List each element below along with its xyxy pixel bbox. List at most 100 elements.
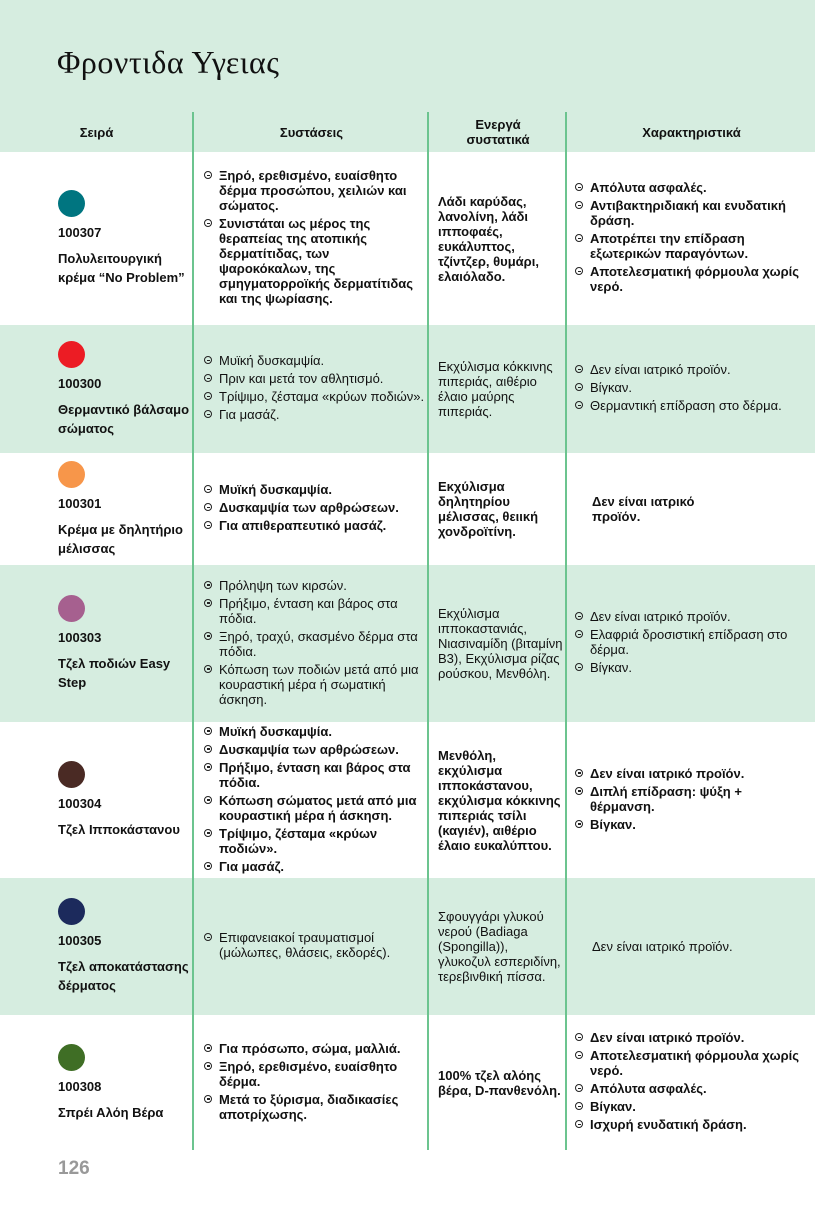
table-row: 100300 Θερμαντικό βάλσαμο σώματος Μυϊκή δ… — [0, 325, 815, 453]
product-cell: 100303 Τζελ ποδιών Easy Step — [58, 565, 193, 722]
column-header-ingredients: Ενεργά συστατικά — [466, 117, 530, 147]
ingredients-cell: Εκχύλισμα δηλητηρίου μέλισσας, θειική χο… — [438, 453, 563, 565]
color-swatch — [58, 595, 85, 622]
recommendation-item: Μετά το ξύρισμα, διαδικασίες αποτρίχωσης… — [203, 1092, 425, 1122]
features-cell: Δεν είναι ιατρικό προϊόν. Ελαφριά δροσιστ… — [574, 565, 809, 722]
feature-item: Διπλή επίδραση: ψύξη + θέρμανση. — [574, 784, 809, 814]
ingredients-cell: Σφουγγάρι γλυκού νερού (Badiaga (Spongil… — [438, 878, 563, 1015]
features-cell: Δεν είναι ιατρικό προϊόν. — [574, 453, 809, 565]
product-cell: 100307 Πολυλειτουργική κρέμα “No Problem… — [58, 152, 193, 325]
product-cell: 100300 Θερμαντικό βάλσαμο σώματος — [58, 325, 193, 453]
recommendation-item: Συνιστάται ως μέρος της θεραπείας της ατ… — [203, 216, 425, 306]
ingredients-text: Εκχύλισμα κόκκινης πιπεριάς, αιθέριο έλα… — [438, 359, 553, 419]
column-divider — [427, 112, 429, 1150]
product-name: Θερμαντικό βάλσαμο σώματος — [58, 401, 190, 436]
recommendation-item: Κόπωση των ποδιών μετά από μια κουραστικ… — [203, 662, 425, 707]
features-cell: Δεν είναι ιατρικό προϊόν. — [574, 878, 809, 1015]
recommendations-cell: Πρόληψη των κιρσών. Πρήξιμο, ένταση και β… — [203, 565, 425, 722]
recommendations-cell: Ξηρό, ερεθισμένο, ευαίσθητο δέρμα προσώπ… — [203, 152, 425, 325]
recommendations-cell: Μυϊκή δυσκαμψία. Δυσκαμψία των αρθρώσεων.… — [203, 453, 425, 565]
table-row: 100305 Τζελ αποκατάστασης δέρματος Επιφαν… — [0, 878, 815, 1015]
recommendations-cell: Μυϊκή δυσκαμψία. Πριν και μετά τον αθλητι… — [203, 325, 425, 453]
column-header-series: Σειρά — [79, 124, 114, 140]
feature-item: Δεν είναι ιατρικό προϊόν. — [574, 362, 809, 377]
product-name: Τζελ Ιπποκάστανου — [58, 822, 180, 837]
recommendation-item: Δυσκαμψία των αρθρώσεων. — [203, 742, 425, 757]
product-code: 100300 — [58, 375, 102, 391]
recommendation-item: Πρήξιμο, ένταση και βάρος στα πόδια. — [203, 596, 425, 626]
ingredients-text: Εκχύλισμα ιπποκαστανιάς, Νιασιναμίδη (βι… — [438, 606, 563, 681]
recommendation-item: Τρίψιμο, ζέσταμα «κρύων ποδιών». — [203, 389, 425, 404]
table-row: 100301 Κρέμα με δηλητήριο μέλισσας Μυϊκή … — [0, 453, 815, 565]
product-name: Τζελ αποκατάστασης δέρματος — [58, 959, 189, 993]
product-cell: 100301 Κρέμα με δηλητήριο μέλισσας — [58, 453, 193, 565]
feature-item: Θερμαντική επίδραση στο δέρμα. — [574, 398, 809, 413]
product-cell: 100308 Σπρέι Αλόη Βέρα — [58, 1015, 193, 1150]
ingredients-cell: Λάδι καρύδας, λανολίνη, λάδι ιπποφαές, ε… — [438, 152, 563, 325]
product-code: 100303 — [58, 630, 102, 645]
feature-item: Δεν είναι ιατρικό προϊόν. — [574, 609, 809, 624]
feature-item: Αποτελεσματική φόρμουλα χωρίς νερό. — [574, 264, 809, 294]
recommendation-item: Μυϊκή δυσκαμψία. — [203, 724, 425, 739]
recommendation-item: Μυϊκή δυσκαμψία. — [203, 353, 425, 368]
recommendation-item: Για απιθεραπευτικό μασάζ. — [203, 518, 425, 533]
page-number: 126 — [58, 1158, 90, 1179]
product-code: 100308 — [58, 1078, 102, 1094]
recommendations-cell: Για πρόσωπο, σώμα, μαλλιά. Ξηρό, ερεθισμέ… — [203, 1015, 425, 1150]
table-row: 100303 Τζελ ποδιών Easy Step Πρόληψη των … — [0, 565, 815, 722]
feature-item: Βίγκαν. — [574, 1099, 809, 1114]
ingredients-cell: 100% τζελ αλόης βέρα, D-πανθενόλη. — [438, 1015, 563, 1150]
table-row: 100304 Τζελ Ιπποκάστανου Μυϊκή δυσκαμψία.… — [0, 722, 815, 878]
feature-item: Ελαφριά δροσιστική επίδραση στο δέρμα. — [574, 627, 809, 657]
product-cell: 100304 Τζελ Ιπποκάστανου — [58, 722, 193, 878]
feature-item: Αποτρέπει την επίδραση εξωτερικών παραγό… — [574, 231, 809, 261]
column-header-features: Χαρακτηριστικά — [642, 124, 741, 140]
product-cell: 100305 Τζελ αποκατάστασης δέρματος — [58, 878, 193, 1015]
ingredients-text: Μενθόλη, εκχύλισμα ιπποκάστανου, εκχύλισ… — [438, 747, 561, 853]
color-swatch — [58, 761, 85, 788]
product-code: 100301 — [58, 495, 102, 511]
features-cell: Δεν είναι ιατρικό προϊόν. Αποτελεσματική … — [574, 1015, 809, 1150]
recommendation-item: Ξηρό, ερεθισμένο, ευαίσθητο δέρμα προσώπ… — [203, 168, 425, 213]
feature-item: Βίγκαν. — [574, 660, 809, 675]
product-name: Τζελ ποδιών Easy Step — [58, 656, 171, 690]
column-header-recommendations: Συστάσεις — [279, 124, 344, 140]
page-header: Φροντιδα Υγειας — [0, 0, 815, 152]
ingredients-text: Λάδι καρύδας, λανολίνη, λάδι ιπποφαές, ε… — [438, 193, 539, 284]
recommendation-item: Πριν και μετά τον αθλητισμό. — [203, 371, 425, 386]
product-name: Σπρέι Αλόη Βέρα — [58, 1104, 164, 1120]
recommendation-item: Μυϊκή δυσκαμψία. — [203, 482, 425, 497]
feature-item: Βίγκαν. — [574, 380, 809, 395]
feature-item: Αντιβακτηριδιακή και ενυδατική δράση. — [574, 198, 809, 228]
table-row: 100307 Πολυλειτουργική κρέμα “No Problem… — [0, 152, 815, 325]
color-swatch — [58, 898, 85, 925]
recommendation-item: Κόπωση σώματος μετά από μια κουραστική μ… — [203, 793, 425, 823]
feature-item: Αποτελεσματική φόρμουλα χωρίς νερό. — [574, 1048, 809, 1078]
recommendation-item: Για πρόσωπο, σώμα, μαλλιά. — [203, 1041, 425, 1056]
color-swatch — [58, 1043, 85, 1071]
recommendation-item: Επιφανειακοί τραυματισμοί (μώλωπες, θλάσ… — [203, 930, 425, 960]
feature-item: Ισχυρή ενυδατική δράση. — [574, 1117, 809, 1132]
ingredients-cell: Μενθόλη, εκχύλισμα ιπποκάστανου, εκχύλισ… — [438, 722, 563, 878]
recommendation-item: Πρόληψη των κιρσών. — [203, 578, 425, 593]
recommendation-item: Πρήξιμο, ένταση και βάρος στα πόδια. — [203, 760, 425, 790]
ingredients-cell: Εκχύλισμα ιπποκαστανιάς, Νιασιναμίδη (βι… — [438, 565, 563, 722]
color-swatch — [58, 460, 85, 488]
features-cell: Απόλυτα ασφαλές. Αντιβακτηριδιακή και ενυ… — [574, 152, 809, 325]
recommendation-item: Ξηρό, τραχύ, σκασμένο δέρμα στα πόδια. — [203, 629, 425, 659]
features-cell: Δεν είναι ιατρικό προϊόν. Βίγκαν. Θερμαντι… — [574, 325, 809, 453]
feature-item: Απόλυτα ασφαλές. — [574, 180, 809, 195]
recommendation-item: Για μασάζ. — [203, 859, 425, 874]
features-cell: Δεν είναι ιατρικό προϊόν. Διπλή επίδραση:… — [574, 722, 809, 878]
feature-item: Δεν είναι ιατρικό προϊόν. — [574, 766, 809, 781]
feature-item: Δεν είναι ιατρικό προϊόν. — [574, 1030, 809, 1045]
features-text: Δεν είναι ιατρικό προϊόν. — [592, 494, 695, 524]
ingredients-text: 100% τζελ αλόης βέρα, D-πανθενόλη. — [438, 1067, 561, 1098]
column-divider — [192, 112, 194, 1150]
ingredients-cell: Εκχύλισμα κόκκινης πιπεριάς, αιθέριο έλα… — [438, 325, 563, 453]
product-name: Κρέμα με δηλητήριο μέλισσας — [58, 521, 183, 556]
ingredients-text: Σφουγγάρι γλυκού νερού (Badiaga (Spongil… — [438, 909, 561, 984]
recommendation-item: Δυσκαμψία των αρθρώσεων. — [203, 500, 425, 515]
product-code: 100307 — [58, 225, 102, 240]
recommendation-item: Τρίψιμο, ζέσταμα «κρύων ποδιών». — [203, 826, 425, 856]
